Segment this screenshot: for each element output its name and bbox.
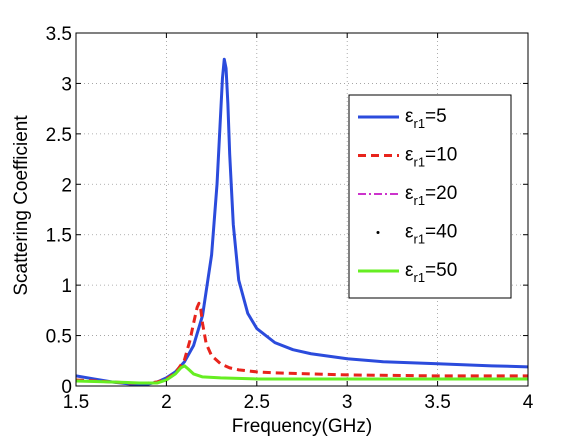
series-line-5	[76, 364, 528, 385]
x-axis-label: Frequency(GHz)	[232, 416, 372, 437]
y-tick-label: 3.5	[46, 24, 72, 45]
y-tick-label: 1	[61, 276, 72, 297]
tick-labels: 1.5 2 2.5 3 3.5 4 0 0.5 1 1.5 2 2.5 3 3.5	[46, 24, 534, 413]
ticks	[75, 32, 529, 387]
y-tick-label: 2.5	[46, 125, 72, 146]
legend-label-4: εr1=40	[405, 222, 457, 247]
y-axis-label: Scattering Coefficient	[11, 115, 32, 296]
plot-lines	[76, 57, 528, 386]
x-tick-label: 3.5	[424, 392, 450, 413]
x-tick-label: 2	[161, 392, 172, 413]
legend-box	[348, 94, 512, 299]
y-tick-label: 2	[61, 175, 72, 196]
legend-label-3: εr1=20	[405, 183, 457, 208]
legend-label-1: εr1=5	[405, 106, 447, 131]
legend-label-5: εr1=50	[405, 260, 457, 285]
legend-swatch-4	[376, 231, 380, 234]
x-tick-label: 4	[523, 392, 534, 413]
x-tick-label: 3	[342, 392, 353, 413]
y-tick-label: 1.5	[46, 226, 72, 247]
legend-label-2: εr1=10	[405, 145, 457, 170]
legend: εr1=5 εr1=10 εr1=20 εr1=40 εr1=50	[348, 94, 512, 299]
x-tick-label: 1.5	[63, 392, 89, 413]
y-tick-label: 3	[61, 74, 72, 95]
y-tick-label: 0	[61, 377, 72, 398]
x-tick-label: 2.5	[244, 392, 270, 413]
y-tick-label: 0.5	[46, 327, 72, 348]
plot-frame	[75, 32, 529, 387]
